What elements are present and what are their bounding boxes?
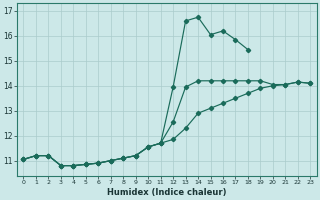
X-axis label: Humidex (Indice chaleur): Humidex (Indice chaleur) bbox=[107, 188, 227, 197]
